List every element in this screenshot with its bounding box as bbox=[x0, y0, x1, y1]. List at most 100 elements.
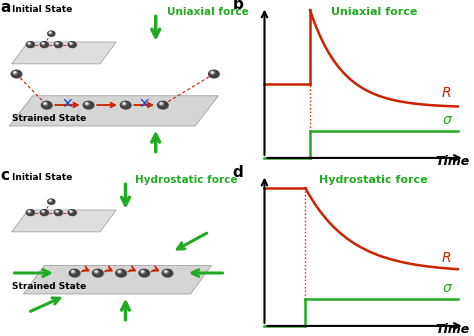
Circle shape bbox=[14, 72, 16, 73]
Circle shape bbox=[165, 271, 167, 272]
Circle shape bbox=[55, 42, 63, 48]
Circle shape bbox=[83, 101, 93, 109]
Circle shape bbox=[28, 43, 30, 44]
Circle shape bbox=[209, 70, 219, 78]
Circle shape bbox=[12, 71, 22, 78]
Circle shape bbox=[43, 102, 47, 106]
Text: ✕: ✕ bbox=[62, 97, 73, 111]
Circle shape bbox=[49, 32, 52, 34]
Text: R: R bbox=[442, 251, 451, 265]
Polygon shape bbox=[12, 210, 116, 232]
Text: Time: Time bbox=[435, 323, 469, 336]
Circle shape bbox=[159, 102, 164, 106]
Circle shape bbox=[48, 31, 55, 36]
Circle shape bbox=[41, 210, 49, 216]
Circle shape bbox=[27, 210, 31, 213]
Circle shape bbox=[94, 270, 99, 274]
Circle shape bbox=[69, 210, 73, 213]
Text: ✕: ✕ bbox=[138, 97, 150, 111]
Circle shape bbox=[93, 270, 103, 277]
Circle shape bbox=[27, 210, 35, 216]
Circle shape bbox=[41, 42, 45, 45]
Circle shape bbox=[28, 211, 30, 212]
Circle shape bbox=[92, 269, 103, 277]
Circle shape bbox=[116, 269, 126, 277]
Circle shape bbox=[163, 270, 173, 277]
Circle shape bbox=[69, 210, 77, 216]
Text: Initial State: Initial State bbox=[12, 173, 72, 182]
Circle shape bbox=[139, 269, 149, 277]
Circle shape bbox=[49, 32, 51, 33]
Circle shape bbox=[27, 42, 31, 45]
Circle shape bbox=[117, 270, 127, 277]
Circle shape bbox=[117, 270, 122, 274]
Circle shape bbox=[27, 42, 34, 47]
Polygon shape bbox=[23, 265, 211, 294]
Circle shape bbox=[70, 270, 80, 277]
Circle shape bbox=[140, 270, 145, 274]
Circle shape bbox=[70, 43, 72, 44]
Circle shape bbox=[69, 42, 73, 45]
Text: Uniaxial force: Uniaxial force bbox=[167, 7, 249, 17]
Circle shape bbox=[55, 210, 59, 213]
Circle shape bbox=[72, 271, 74, 272]
Circle shape bbox=[95, 271, 97, 272]
Text: Uniaxial force: Uniaxial force bbox=[330, 7, 417, 17]
Text: d: d bbox=[233, 165, 243, 180]
Circle shape bbox=[68, 210, 76, 215]
Circle shape bbox=[40, 210, 48, 215]
Circle shape bbox=[55, 210, 63, 216]
Circle shape bbox=[164, 270, 168, 274]
Circle shape bbox=[121, 102, 131, 109]
Circle shape bbox=[122, 102, 127, 106]
Circle shape bbox=[55, 42, 59, 45]
Circle shape bbox=[69, 269, 80, 277]
Text: Hydrostatic force: Hydrostatic force bbox=[135, 175, 237, 185]
Text: σ: σ bbox=[442, 281, 451, 295]
Circle shape bbox=[123, 103, 125, 104]
Circle shape bbox=[11, 70, 21, 78]
Circle shape bbox=[48, 200, 55, 205]
Text: Strained State: Strained State bbox=[12, 282, 86, 291]
Circle shape bbox=[54, 42, 62, 47]
Text: Initial State: Initial State bbox=[12, 5, 72, 14]
Circle shape bbox=[56, 211, 58, 212]
Text: σ: σ bbox=[442, 113, 451, 127]
Circle shape bbox=[140, 270, 150, 277]
Circle shape bbox=[27, 210, 34, 215]
Circle shape bbox=[56, 43, 58, 44]
Text: R: R bbox=[442, 86, 451, 100]
Circle shape bbox=[42, 43, 44, 44]
Circle shape bbox=[40, 42, 48, 47]
Text: c: c bbox=[0, 168, 9, 183]
Circle shape bbox=[48, 32, 55, 37]
Circle shape bbox=[85, 102, 90, 106]
Circle shape bbox=[68, 42, 76, 47]
Circle shape bbox=[13, 71, 18, 75]
Circle shape bbox=[69, 42, 77, 48]
Circle shape bbox=[54, 210, 62, 215]
Circle shape bbox=[211, 72, 213, 73]
Circle shape bbox=[42, 211, 44, 212]
Circle shape bbox=[84, 102, 94, 109]
Text: Hydrostatic force: Hydrostatic force bbox=[319, 175, 428, 185]
Circle shape bbox=[118, 271, 120, 272]
Circle shape bbox=[86, 103, 88, 104]
Circle shape bbox=[160, 103, 162, 104]
Text: Time: Time bbox=[435, 155, 469, 168]
Circle shape bbox=[210, 71, 215, 75]
Circle shape bbox=[44, 103, 46, 104]
Polygon shape bbox=[9, 96, 219, 126]
Circle shape bbox=[120, 101, 131, 109]
Circle shape bbox=[41, 42, 49, 48]
Circle shape bbox=[42, 102, 53, 109]
Circle shape bbox=[162, 269, 173, 277]
Circle shape bbox=[27, 42, 35, 48]
Circle shape bbox=[49, 200, 51, 201]
Circle shape bbox=[157, 101, 168, 109]
Text: b: b bbox=[233, 0, 244, 12]
Circle shape bbox=[158, 102, 169, 109]
Circle shape bbox=[48, 199, 55, 204]
Text: Strained State: Strained State bbox=[12, 114, 86, 123]
Circle shape bbox=[142, 271, 144, 272]
